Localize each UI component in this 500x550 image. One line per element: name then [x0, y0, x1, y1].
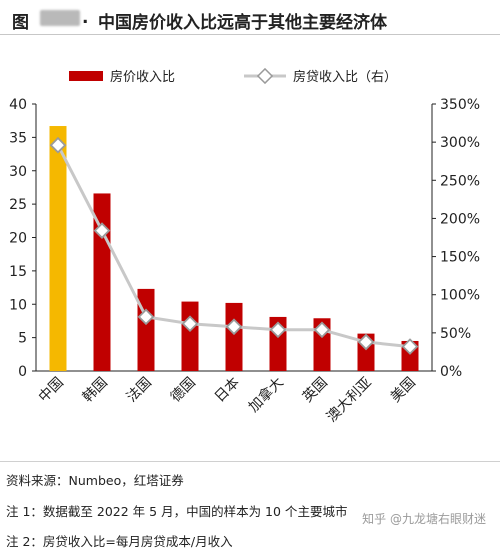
left-tick-label: 15 [9, 264, 27, 280]
right-tick-label: 150% [440, 250, 480, 266]
figure-title: 图 . 中国房价收入比远高于其他主要经济体 [6, 4, 494, 33]
watermark: 知乎 @九龙塘右眼财迷 [362, 512, 486, 526]
legend-line-label: 房贷收入比（右） [293, 69, 397, 85]
left-tick-label: 30 [9, 164, 27, 180]
bar [181, 301, 199, 371]
legend-bar-label: 房价收入比 [110, 69, 175, 85]
left-tick-label: 0 [18, 364, 27, 380]
line-point [313, 321, 331, 339]
title-dot: . [82, 8, 89, 28]
line-point [225, 318, 243, 336]
left-tick-label: 40 [9, 97, 27, 113]
note-2: 注 2：房贷收入比=每月房贷成本/月收入 [6, 534, 233, 549]
note-source: 资料来源：Numbeo，红塔证券 [6, 473, 184, 488]
left-tick-label: 5 [18, 331, 27, 347]
x-tick-label: 加拿大 [245, 374, 287, 416]
bar [137, 288, 155, 371]
right-tick-label: 350% [440, 97, 480, 113]
left-tick-label: 20 [9, 231, 27, 247]
legend-line-marker [256, 67, 274, 85]
left-tick-label: 25 [9, 197, 27, 213]
x-tick-label: 法国 [124, 375, 155, 406]
title-prefix: 图 [12, 13, 29, 33]
right-tick-label: 0% [440, 364, 462, 380]
x-tick-label: 日本 [212, 375, 243, 406]
x-tick-label: 英国 [299, 374, 331, 406]
right-tick-label: 100% [440, 288, 480, 304]
x-tick-label: 德国 [168, 375, 199, 406]
left-tick-label: 10 [9, 297, 27, 313]
right-tick-label: 250% [440, 173, 480, 189]
note-1: 注 1：数据截至 2022 年 5 月，中国的样本为 10 个主要城市 [6, 504, 348, 519]
x-tick-label: 中国 [36, 375, 67, 406]
line-point [401, 338, 419, 355]
x-tick-label: 韩国 [80, 375, 111, 406]
x-tick-label: 澳大利亚 [324, 375, 375, 426]
right-tick-label: 50% [440, 326, 471, 342]
line-point [357, 333, 375, 351]
bar [49, 126, 67, 371]
line-point [93, 222, 111, 239]
x-tick-label: 美国 [388, 375, 419, 406]
footer-divider [0, 461, 500, 462]
line-point [49, 136, 67, 154]
legend-bar-swatch [69, 71, 103, 81]
title-text: 中国房价收入比远高于其他主要经济体 [98, 13, 387, 33]
right-tick-label: 300% [440, 135, 480, 151]
line-point [137, 308, 155, 326]
right-tick-label: 200% [440, 211, 480, 227]
title-divider [0, 34, 500, 35]
line-point [181, 315, 199, 333]
blurred-figure-number [40, 10, 80, 26]
chart: 房价收入比 房贷收入比（右） 0 5 10 15 20 25 30 35 40 0% 50% 100% 15… [9, 67, 480, 426]
line-point [269, 321, 287, 339]
left-tick-label: 35 [9, 130, 27, 146]
bar [225, 302, 243, 371]
